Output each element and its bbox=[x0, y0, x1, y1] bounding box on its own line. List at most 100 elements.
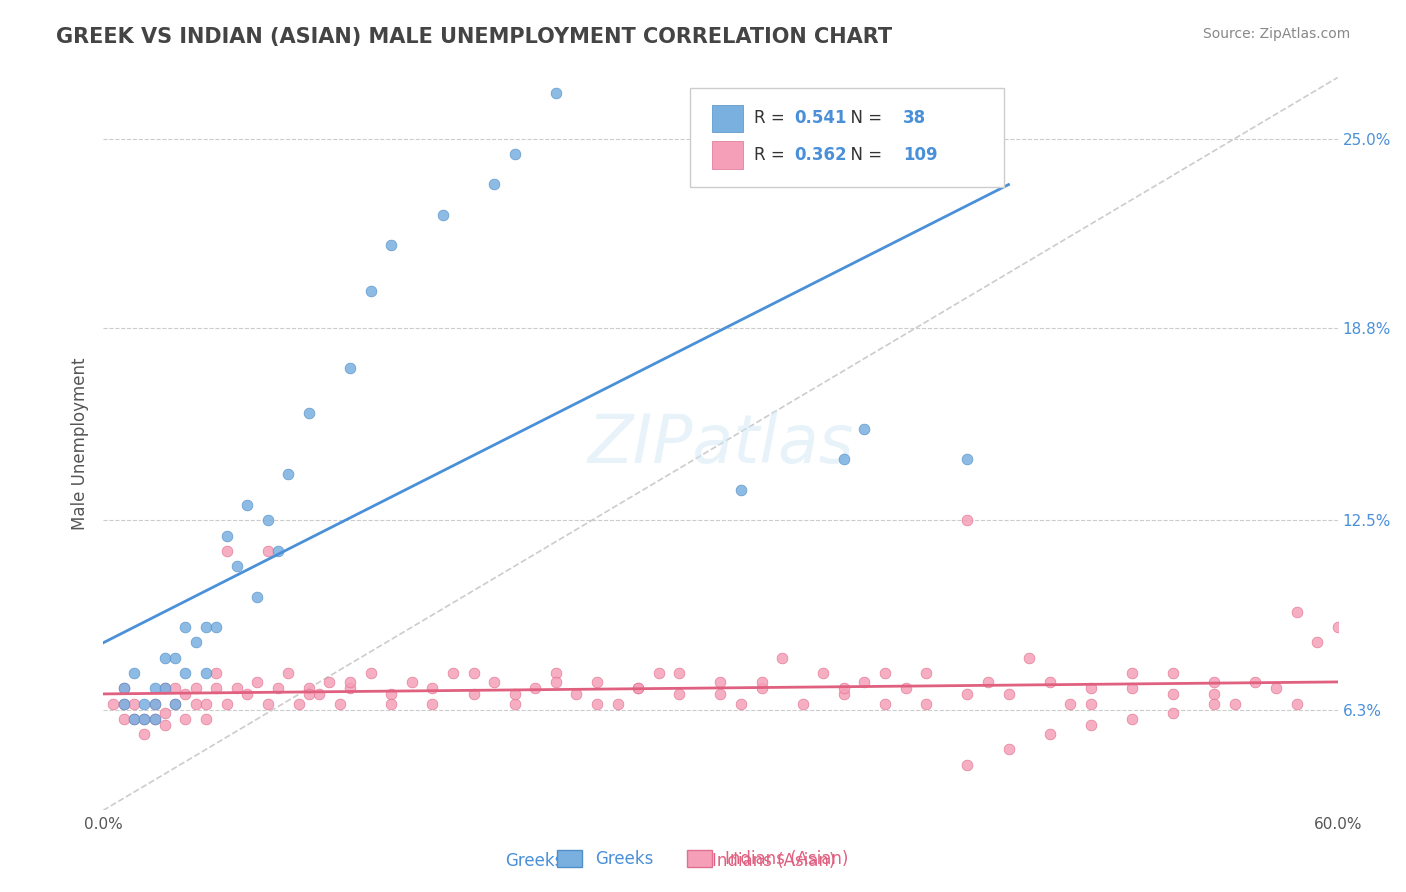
Point bbox=[153, 681, 176, 696]
Point bbox=[205, 681, 228, 696]
Point bbox=[195, 697, 218, 711]
Point bbox=[832, 681, 855, 696]
Point bbox=[1059, 697, 1081, 711]
Point bbox=[174, 687, 197, 701]
Point bbox=[894, 681, 917, 696]
Point bbox=[1161, 687, 1184, 701]
Text: R =: R = bbox=[754, 110, 790, 128]
Point bbox=[174, 666, 197, 681]
Point bbox=[627, 681, 650, 696]
Point bbox=[956, 452, 979, 467]
Point bbox=[246, 590, 269, 604]
Point bbox=[329, 697, 352, 711]
Point bbox=[544, 86, 567, 100]
Point bbox=[1080, 697, 1102, 711]
Point bbox=[256, 544, 278, 558]
Point bbox=[122, 697, 145, 711]
Text: 109: 109 bbox=[903, 146, 938, 164]
Point bbox=[441, 666, 464, 681]
Point bbox=[215, 528, 238, 542]
Point bbox=[709, 675, 731, 690]
Point bbox=[1039, 727, 1062, 741]
Point bbox=[730, 483, 752, 497]
Point bbox=[215, 544, 238, 558]
Point bbox=[1039, 675, 1062, 690]
Point bbox=[1121, 666, 1143, 681]
Point bbox=[832, 452, 855, 467]
Point bbox=[298, 687, 321, 701]
Point bbox=[668, 687, 690, 701]
Point bbox=[873, 666, 896, 681]
Point bbox=[1326, 620, 1348, 634]
Point bbox=[205, 666, 228, 681]
Point bbox=[422, 697, 444, 711]
Point bbox=[225, 559, 247, 574]
Point bbox=[1285, 697, 1308, 711]
Point bbox=[195, 712, 218, 726]
Point bbox=[225, 681, 247, 696]
Point bbox=[463, 687, 485, 701]
Point bbox=[956, 757, 979, 772]
Point bbox=[1080, 718, 1102, 732]
Point bbox=[267, 544, 290, 558]
Point bbox=[236, 687, 259, 701]
Point bbox=[143, 712, 166, 726]
Point bbox=[277, 467, 299, 482]
Point bbox=[308, 687, 330, 701]
Point bbox=[380, 697, 402, 711]
Point bbox=[751, 675, 773, 690]
Point bbox=[112, 697, 135, 711]
Point bbox=[122, 666, 145, 681]
Point bbox=[503, 687, 526, 701]
Point bbox=[503, 146, 526, 161]
Point bbox=[184, 635, 207, 649]
FancyBboxPatch shape bbox=[711, 141, 742, 169]
Point bbox=[997, 742, 1019, 756]
Point bbox=[1223, 697, 1246, 711]
Point bbox=[165, 697, 187, 711]
Point bbox=[1285, 605, 1308, 619]
Point bbox=[236, 498, 259, 512]
Point bbox=[380, 238, 402, 252]
Point bbox=[1244, 675, 1267, 690]
Text: Source: ZipAtlas.com: Source: ZipAtlas.com bbox=[1202, 27, 1350, 41]
Point bbox=[1121, 681, 1143, 696]
Point bbox=[606, 697, 628, 711]
Point bbox=[195, 666, 218, 681]
Text: Indians (Asian): Indians (Asian) bbox=[711, 852, 835, 870]
Point bbox=[997, 687, 1019, 701]
Text: 38: 38 bbox=[903, 110, 927, 128]
Point bbox=[792, 697, 814, 711]
FancyBboxPatch shape bbox=[711, 104, 742, 132]
Point bbox=[153, 650, 176, 665]
Text: N =: N = bbox=[841, 146, 887, 164]
Point bbox=[339, 675, 361, 690]
Point bbox=[134, 697, 156, 711]
Point bbox=[915, 697, 938, 711]
Text: N =: N = bbox=[841, 110, 887, 128]
Point bbox=[112, 712, 135, 726]
Point bbox=[482, 675, 505, 690]
Point bbox=[339, 681, 361, 696]
Point bbox=[287, 697, 309, 711]
Point bbox=[565, 687, 588, 701]
Point bbox=[586, 675, 609, 690]
Legend: Greeks, Indians (Asian): Greeks, Indians (Asian) bbox=[551, 843, 855, 875]
Point bbox=[298, 406, 321, 420]
Point bbox=[422, 681, 444, 696]
Point bbox=[956, 687, 979, 701]
Point bbox=[134, 712, 156, 726]
Point bbox=[463, 666, 485, 681]
Point bbox=[709, 687, 731, 701]
Point bbox=[627, 681, 650, 696]
Point bbox=[165, 681, 187, 696]
Point bbox=[832, 687, 855, 701]
Point bbox=[482, 178, 505, 192]
Point bbox=[977, 675, 1000, 690]
Point bbox=[267, 681, 290, 696]
Point bbox=[1204, 687, 1226, 701]
Point bbox=[122, 712, 145, 726]
Point bbox=[184, 681, 207, 696]
Point bbox=[1204, 675, 1226, 690]
Point bbox=[751, 681, 773, 696]
